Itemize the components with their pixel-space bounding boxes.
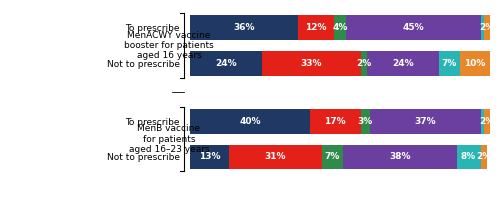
Bar (229, 145, 322, 169)
Bar (190, 51, 262, 76)
Text: 33%: 33% (300, 59, 322, 68)
Bar (310, 109, 360, 133)
Bar (480, 15, 484, 40)
Text: MenB vaccine
for patients
aged 16–23 years: MenB vaccine for patients aged 16–23 yea… (128, 124, 210, 154)
Bar (480, 109, 484, 133)
Text: 2%: 2% (479, 117, 494, 126)
Text: 31%: 31% (264, 152, 286, 162)
Bar (190, 15, 298, 40)
Bar (190, 109, 310, 133)
Bar (484, 15, 490, 40)
Bar (360, 51, 366, 76)
Text: 7%: 7% (442, 59, 457, 68)
Bar (460, 51, 490, 76)
Bar (484, 109, 490, 133)
Bar (366, 51, 438, 76)
Text: 13%: 13% (198, 152, 220, 162)
Bar (262, 51, 360, 76)
Text: 40%: 40% (239, 117, 260, 126)
Text: 2%: 2% (476, 152, 491, 162)
Text: 36%: 36% (233, 23, 254, 32)
Text: 10%: 10% (464, 59, 485, 68)
Bar (480, 145, 486, 169)
Text: 24%: 24% (215, 59, 237, 68)
Bar (360, 109, 370, 133)
Bar (438, 51, 460, 76)
Bar (190, 145, 229, 169)
Text: 17%: 17% (324, 117, 346, 126)
Text: 4%: 4% (332, 23, 347, 32)
Bar (334, 15, 345, 40)
Bar (456, 145, 480, 169)
Bar (322, 145, 342, 169)
Text: 2%: 2% (356, 59, 372, 68)
Bar (298, 15, 334, 40)
Text: 24%: 24% (392, 59, 413, 68)
Bar (342, 145, 456, 169)
Bar (346, 15, 480, 40)
Text: 38%: 38% (389, 152, 410, 162)
Bar (370, 109, 480, 133)
Text: 12%: 12% (305, 23, 326, 32)
Text: 37%: 37% (414, 117, 436, 126)
Text: 8%: 8% (461, 152, 476, 162)
Text: 2%: 2% (479, 23, 494, 32)
Text: MenACWY vaccine
booster for patients
aged 16 years: MenACWY vaccine booster for patients age… (124, 31, 214, 60)
Text: 3%: 3% (358, 117, 373, 126)
Text: 45%: 45% (402, 23, 424, 32)
Text: 7%: 7% (324, 152, 340, 162)
